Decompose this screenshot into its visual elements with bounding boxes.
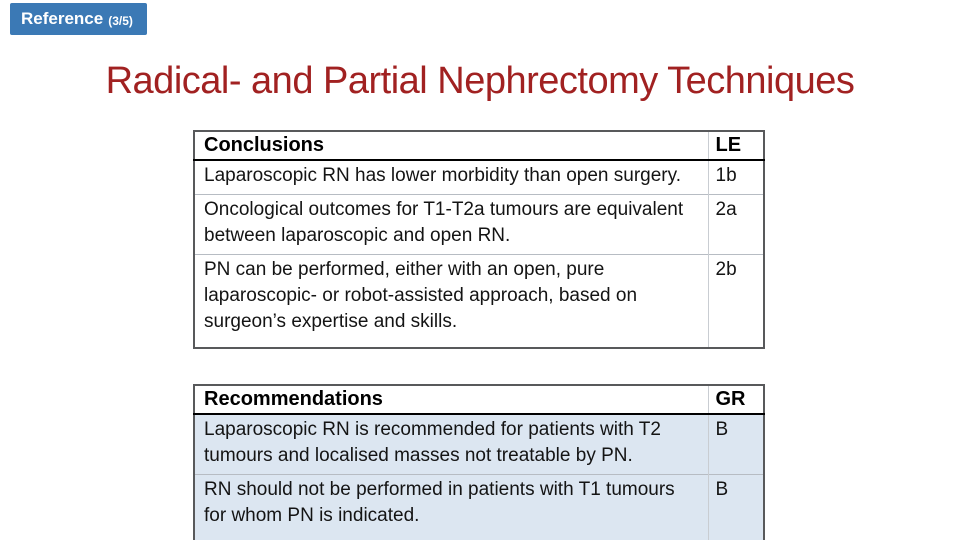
table-header-row: Recommendations GR <box>194 385 764 415</box>
table-row: RN should not be performed in patients w… <box>194 474 764 540</box>
statement-text: RN should not be performed in patients w… <box>194 474 708 540</box>
reference-badge-count: (3/5) <box>108 13 133 28</box>
statement-text: PN can be performed, either with an open… <box>194 254 708 348</box>
conclusions-table: Conclusions LE Laparoscopic RN has lower… <box>193 130 765 349</box>
statement-text: Laparoscopic RN has lower morbidity than… <box>204 165 681 186</box>
conclusions-header: Conclusions <box>194 131 708 161</box>
table-row: Laparoscopic RN is recommended for patie… <box>194 414 764 475</box>
grade-value: 1b <box>707 160 764 195</box>
conclusions-table-grid: Conclusions LE Laparoscopic RN has lower… <box>193 130 765 349</box>
recommendations-table: Recommendations GR Laparoscopic RN is re… <box>193 384 765 540</box>
recommendations-table-grid: Recommendations GR Laparoscopic RN is re… <box>193 384 765 540</box>
table-row: PN can be performed, either with an open… <box>194 254 764 348</box>
gr-header: GR <box>707 385 764 415</box>
table-header-row: Conclusions LE <box>194 131 764 161</box>
grade-value: B <box>707 414 764 475</box>
grade-value: 2b <box>707 254 764 348</box>
table-row: Laparoscopic RN has lower morbidity than… <box>194 160 764 195</box>
reference-badge-label: Reference <box>21 9 104 28</box>
table-row: Oncological outcomes for T1-T2a tumours … <box>194 194 764 255</box>
slide-title: Radical- and Partial Nephrectomy Techniq… <box>105 60 855 102</box>
statement-text: Laparoscopic RN is recommended for patie… <box>204 419 661 466</box>
grade-value: B <box>707 474 764 540</box>
grade-value: 2a <box>707 194 764 255</box>
reference-badge[interactable]: Reference (3/5) <box>10 3 147 35</box>
recommendations-header: Recommendations <box>194 385 708 415</box>
le-header: LE <box>707 131 764 161</box>
statement-text: Oncological outcomes for T1-T2a tumours … <box>194 194 708 255</box>
